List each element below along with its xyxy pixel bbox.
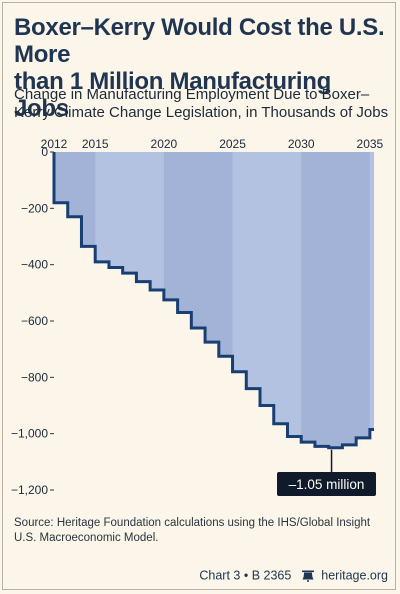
chart-reference: Chart 3 • B 2365 (199, 568, 292, 583)
chart-frame (2, 2, 396, 590)
area-band-3 (301, 152, 370, 448)
y-tick-label: −1,200 (11, 483, 48, 497)
y-tick-label: −800 (21, 370, 48, 384)
site-link[interactable]: heritage.org (321, 568, 388, 583)
y-tick-label: −400 (21, 258, 48, 272)
liberty-bell-icon (301, 570, 314, 582)
headline-line-1: Boxer–Kerry Would Cost the U.S. More (14, 14, 385, 68)
series-step-line (52, 152, 374, 450)
subtitle-line-2: Kerry Climate Change Legislation, in Tho… (14, 104, 389, 121)
y-tick-label: −600 (21, 314, 48, 328)
chart-subtitle: Change in Manufacturing Employment Due t… (14, 86, 390, 122)
y-tick-label: −200 (21, 201, 48, 215)
chart-footer: Chart 3 • B 2365 heritage.org (199, 568, 388, 583)
subtitle-line-1: Change in Manufacturing Employment Due t… (14, 86, 370, 103)
x-tick-label: 2025 (219, 137, 246, 151)
chart-headline: Boxer–Kerry Would Cost the U.S. More tha… (14, 14, 390, 122)
x-tick-label: 2015 (82, 137, 109, 151)
annotation-label: –1.05 million (289, 477, 365, 492)
source-text: Heritage Foundation calculations using t… (14, 517, 371, 544)
x-tick-label: 2030 (288, 137, 315, 151)
source-note: Source: Heritage Foundation calculations… (14, 516, 390, 546)
annotation-box (277, 472, 376, 496)
headline-line-2: than 1 Million Manufacturing Jobs (14, 68, 331, 122)
x-tick-label: 2020 (151, 137, 178, 151)
x-tick-label: 2012 (41, 137, 68, 151)
y-tick-label: 0 (41, 145, 48, 159)
x-tick-label: 2035 (357, 137, 384, 151)
source-label: Source: (14, 517, 54, 529)
y-tick-label: −1,000 (11, 427, 48, 441)
